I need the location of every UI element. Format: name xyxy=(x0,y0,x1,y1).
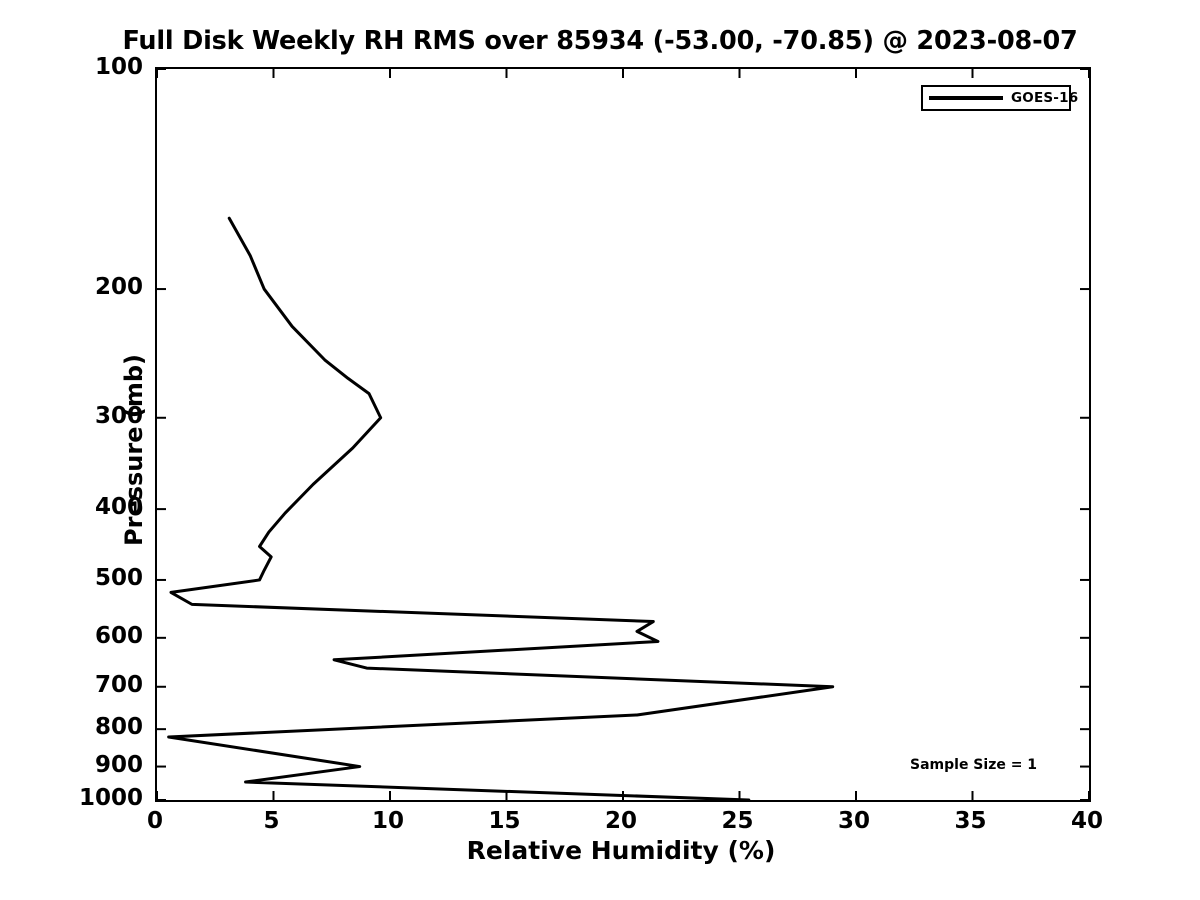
y-tick-label: 600 xyxy=(94,622,143,649)
y-tick-label: 500 xyxy=(94,564,143,591)
x-tick-label: 10 xyxy=(371,808,405,834)
x-tick-label: 40 xyxy=(1070,808,1104,834)
y-tick-label: 900 xyxy=(94,751,143,778)
x-tick-label: 35 xyxy=(954,808,987,834)
legend: GOES-16 xyxy=(921,85,1078,111)
y-tick-label: 1000 xyxy=(78,785,143,811)
plot-area xyxy=(155,67,1091,802)
x-tick-label: 20 xyxy=(604,808,638,834)
legend-label-goes16: GOES-16 xyxy=(1011,90,1079,106)
y-tick-label: 400 xyxy=(94,494,143,521)
x-tick-label: 30 xyxy=(837,808,871,834)
y-tick-label: 700 xyxy=(94,671,143,698)
y-tick-label: 300 xyxy=(94,402,143,429)
y-tick-label: 200 xyxy=(94,274,143,301)
axis-ticks xyxy=(156,68,1090,801)
y-tick-label: 800 xyxy=(94,714,143,741)
y-tick-label: 100 xyxy=(94,54,143,80)
sample-size-annotation: Sample Size = 1 xyxy=(910,757,1038,773)
legend-line-swatch xyxy=(929,96,1003,100)
chart-title: Full Disk Weekly RH RMS over 85934 (-53.… xyxy=(122,26,1078,56)
x-axis-label: Relative Humidity (%) xyxy=(466,836,776,865)
x-tick-label: 0 xyxy=(146,808,164,834)
x-tick-label: 15 xyxy=(488,808,521,834)
x-tick-label: 5 xyxy=(263,808,280,834)
x-tick-label: 25 xyxy=(721,808,754,834)
data-line-goes16 xyxy=(167,216,835,802)
data-line-svg xyxy=(156,68,1090,802)
